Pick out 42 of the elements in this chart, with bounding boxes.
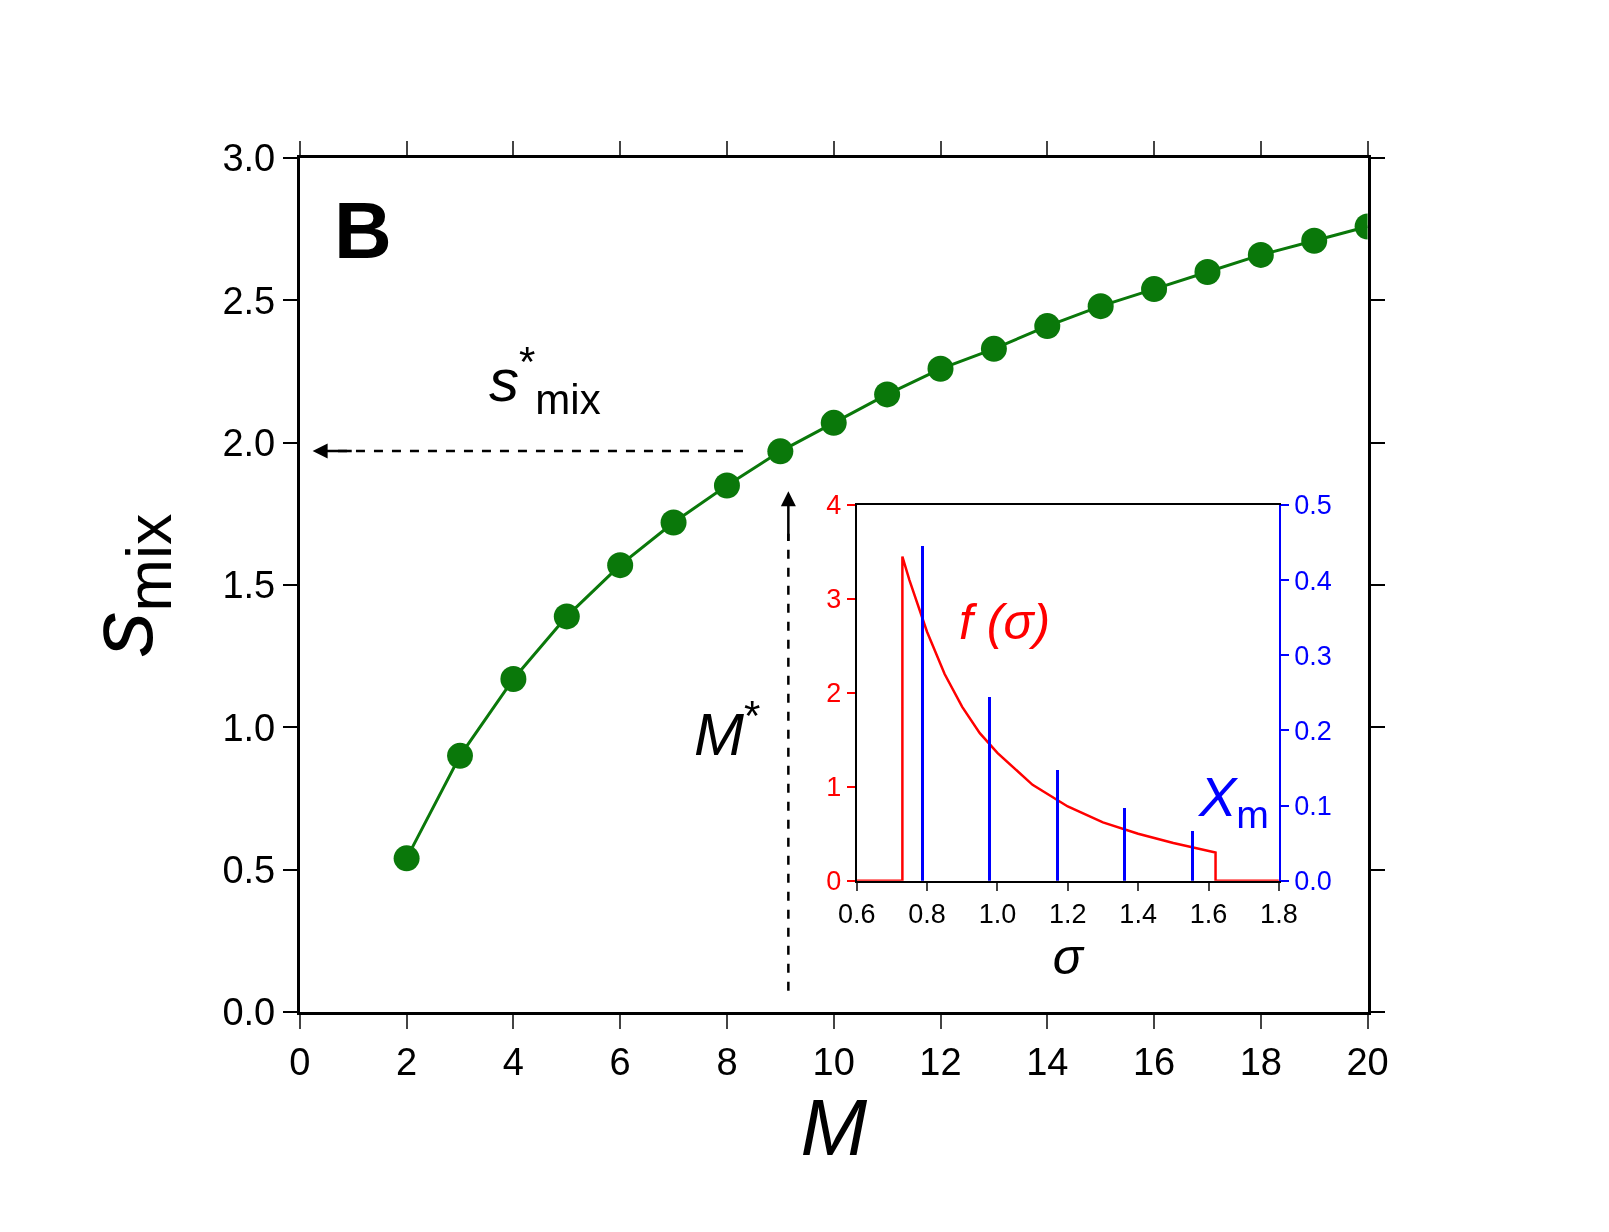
series-label: f (σ) [959,594,1051,650]
y2-tick-label: 0.2 [1294,715,1332,746]
y2-tick-label: 0.3 [1294,640,1332,671]
y-tick-label: 2 [826,678,842,709]
x-tick-label: 1.0 [978,899,1017,930]
annotation: M$^{*}$ [694,692,761,769]
x-tick-label: 10 [812,1040,855,1083]
x-tick-label: 18 [1239,1040,1282,1083]
y-tick-label: 3.0 [222,137,276,180]
x-tick-label: 4 [502,1040,524,1083]
x-tick-label: 1.8 [1260,899,1298,930]
x-tick-label: 1.6 [1189,899,1228,930]
y2-tick-label: 0.0 [1294,866,1332,897]
y-tick-label: 0 [826,866,842,897]
y2-tick-label: 0.1 [1294,790,1332,821]
y-tick-label: 1 [826,772,842,803]
x-tick-label: 1.4 [1119,899,1157,930]
x-tick-label: 20 [1346,1040,1389,1083]
y-tick-label: 3 [826,584,842,615]
y2-tick-label: 0.4 [1294,565,1332,596]
x-tick-label: 0.6 [837,899,876,930]
x-tick-label: 1.2 [1048,899,1087,930]
x-tick-label: 0.8 [908,899,946,930]
y-tick-label: 0.5 [222,849,276,892]
x-tick-label: 14 [1026,1040,1069,1083]
x-tick-label: 6 [609,1040,631,1083]
y-tick-label: 2.5 [222,279,276,322]
annotation: B [334,186,392,275]
y-tick-label: 4 [826,490,842,521]
y-tick-label: 0.0 [222,991,276,1034]
x-tick-label: 8 [716,1040,738,1083]
x-tick-label: 2 [396,1040,418,1083]
x-axis-title: M [800,1082,868,1172]
y-tick-label: 2.0 [222,422,276,465]
y2-tick-label: 0.5 [1294,490,1332,521]
series-label: X$_{m}$ [1197,765,1270,836]
x-axis-title: σ [1052,929,1085,986]
x-tick-label: 12 [919,1040,962,1083]
x-tick-label: 0 [289,1040,311,1083]
x-tick-label: 16 [1132,1040,1176,1083]
y-tick-label: 1.5 [222,564,276,607]
y-tick-label: 1.0 [222,706,276,749]
